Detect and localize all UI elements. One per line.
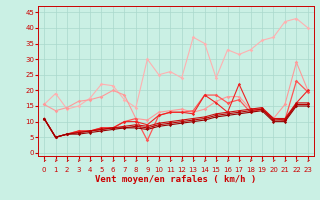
X-axis label: Vent moyen/en rafales ( km/h ): Vent moyen/en rafales ( km/h ) bbox=[95, 174, 257, 184]
